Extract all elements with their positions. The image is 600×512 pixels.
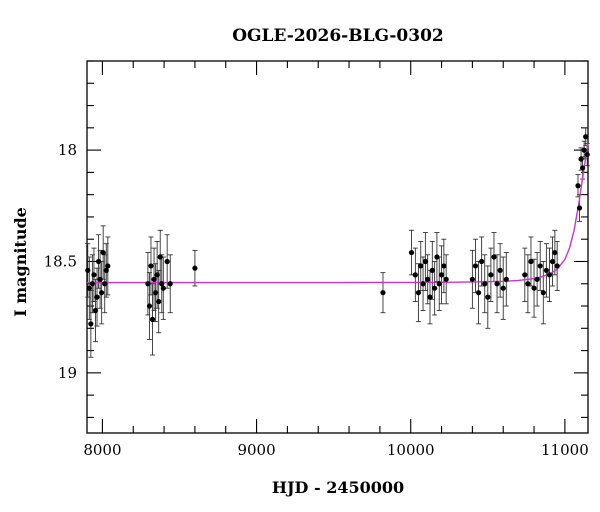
data-point <box>540 290 546 296</box>
data-point <box>99 290 105 296</box>
data-point <box>97 276 103 282</box>
data-point <box>192 265 198 271</box>
data-point <box>475 290 482 296</box>
data-point <box>441 263 447 269</box>
data-point <box>88 321 94 327</box>
x-tick-label: 8000 <box>83 441 121 459</box>
data-point <box>543 267 549 273</box>
plot-frame <box>86 60 589 434</box>
data-point <box>443 276 449 282</box>
data-point <box>151 276 157 282</box>
y-tick-label: 19 <box>58 364 77 382</box>
data-point <box>491 254 497 260</box>
data-point <box>584 151 590 158</box>
data-point <box>472 263 479 269</box>
data-point <box>525 281 531 287</box>
data-point <box>469 276 475 282</box>
model-curve <box>87 143 589 284</box>
data-point <box>154 272 160 278</box>
data-point <box>500 285 506 291</box>
data-point <box>482 281 488 287</box>
data-point <box>576 205 583 211</box>
data-point <box>418 263 424 269</box>
data-point <box>149 316 156 322</box>
data-point <box>85 267 91 273</box>
data-point <box>157 254 163 260</box>
data-point <box>546 272 553 278</box>
data-point <box>554 263 560 269</box>
data-point <box>148 263 154 269</box>
data-point <box>145 281 151 287</box>
data-point <box>434 254 440 260</box>
y-tick-label: 18 <box>58 141 77 159</box>
data-point <box>583 134 589 140</box>
x-tick-label: 9000 <box>237 441 275 459</box>
model-curve-group <box>87 143 589 284</box>
data-point <box>412 272 418 278</box>
data-point <box>156 298 162 305</box>
data-point <box>102 281 108 287</box>
data-point <box>160 285 166 291</box>
data-point <box>427 294 433 300</box>
data-point <box>436 281 442 287</box>
data-point <box>485 294 491 300</box>
y-tick-label: 18.5 <box>44 252 77 270</box>
y-axis-label: I magnitude <box>11 207 30 317</box>
error-bars <box>85 127 590 358</box>
data-point <box>146 303 153 309</box>
data-point <box>488 272 494 278</box>
data-point <box>92 307 99 314</box>
data-point <box>103 267 109 273</box>
data-point <box>380 290 386 296</box>
data-point <box>549 258 556 265</box>
data-point <box>578 156 584 162</box>
data-point <box>531 285 537 291</box>
data-point <box>537 263 543 269</box>
data-point <box>164 258 170 265</box>
data-point <box>89 281 95 287</box>
data-point <box>95 258 102 265</box>
data-point <box>159 281 165 287</box>
x-tick-label: 11000 <box>541 441 589 459</box>
x-tick-label: 10000 <box>387 441 435 459</box>
data-point <box>432 285 438 291</box>
data-point <box>494 281 500 287</box>
data-point <box>479 258 485 265</box>
data-point <box>438 272 445 278</box>
data-point <box>522 272 528 278</box>
data-point <box>580 165 586 171</box>
x-axis-label: HJD - 2450000 <box>272 478 404 497</box>
data-point <box>105 263 111 269</box>
data-point <box>429 267 435 273</box>
data-point <box>86 285 92 291</box>
data-point <box>408 249 415 256</box>
data-point <box>100 249 106 256</box>
data-point <box>575 183 581 189</box>
data-points <box>85 134 590 327</box>
data-point <box>581 147 587 153</box>
data-point <box>425 276 431 282</box>
data-point <box>534 276 540 282</box>
data-point <box>420 281 426 287</box>
data-point <box>552 249 558 256</box>
chart-title: OGLE-2026-BLG-0302 <box>232 26 444 46</box>
data-point <box>152 290 159 296</box>
data-point <box>503 276 509 282</box>
ticks: 8000 9000 10000 11000 18 18.5 19 <box>44 60 589 459</box>
data-point <box>415 290 422 296</box>
data-point <box>91 272 97 278</box>
data-point <box>422 258 428 265</box>
data-point <box>94 294 100 300</box>
data-point <box>167 281 173 287</box>
data-point <box>528 258 534 265</box>
data-point <box>497 267 503 273</box>
